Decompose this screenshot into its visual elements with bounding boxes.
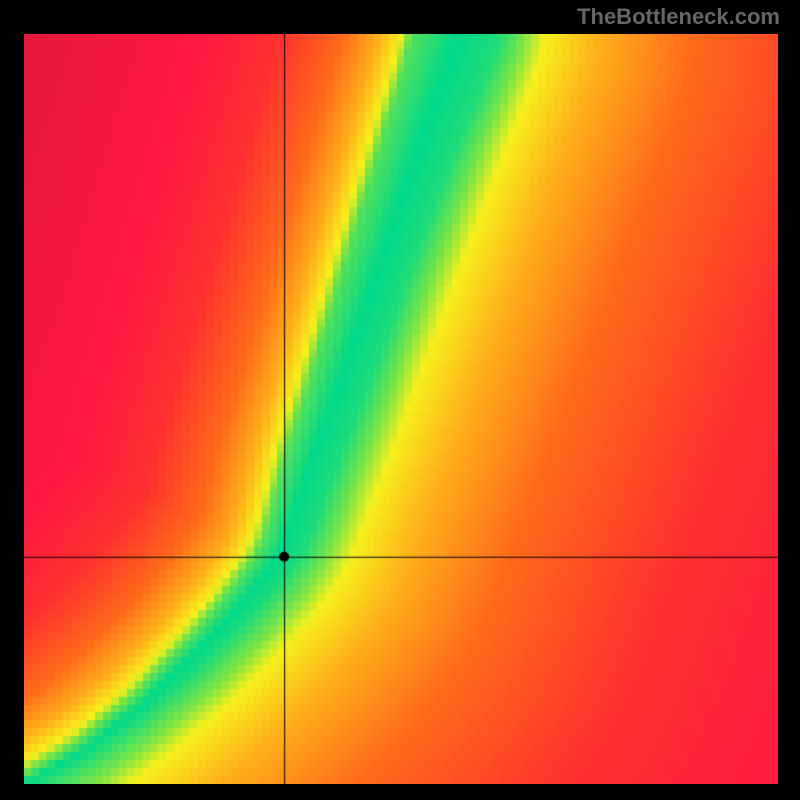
watermark-text: TheBottleneck.com <box>577 4 780 30</box>
chart-container: TheBottleneck.com <box>0 0 800 800</box>
plot-area <box>24 34 778 784</box>
heatmap-canvas <box>24 34 778 784</box>
